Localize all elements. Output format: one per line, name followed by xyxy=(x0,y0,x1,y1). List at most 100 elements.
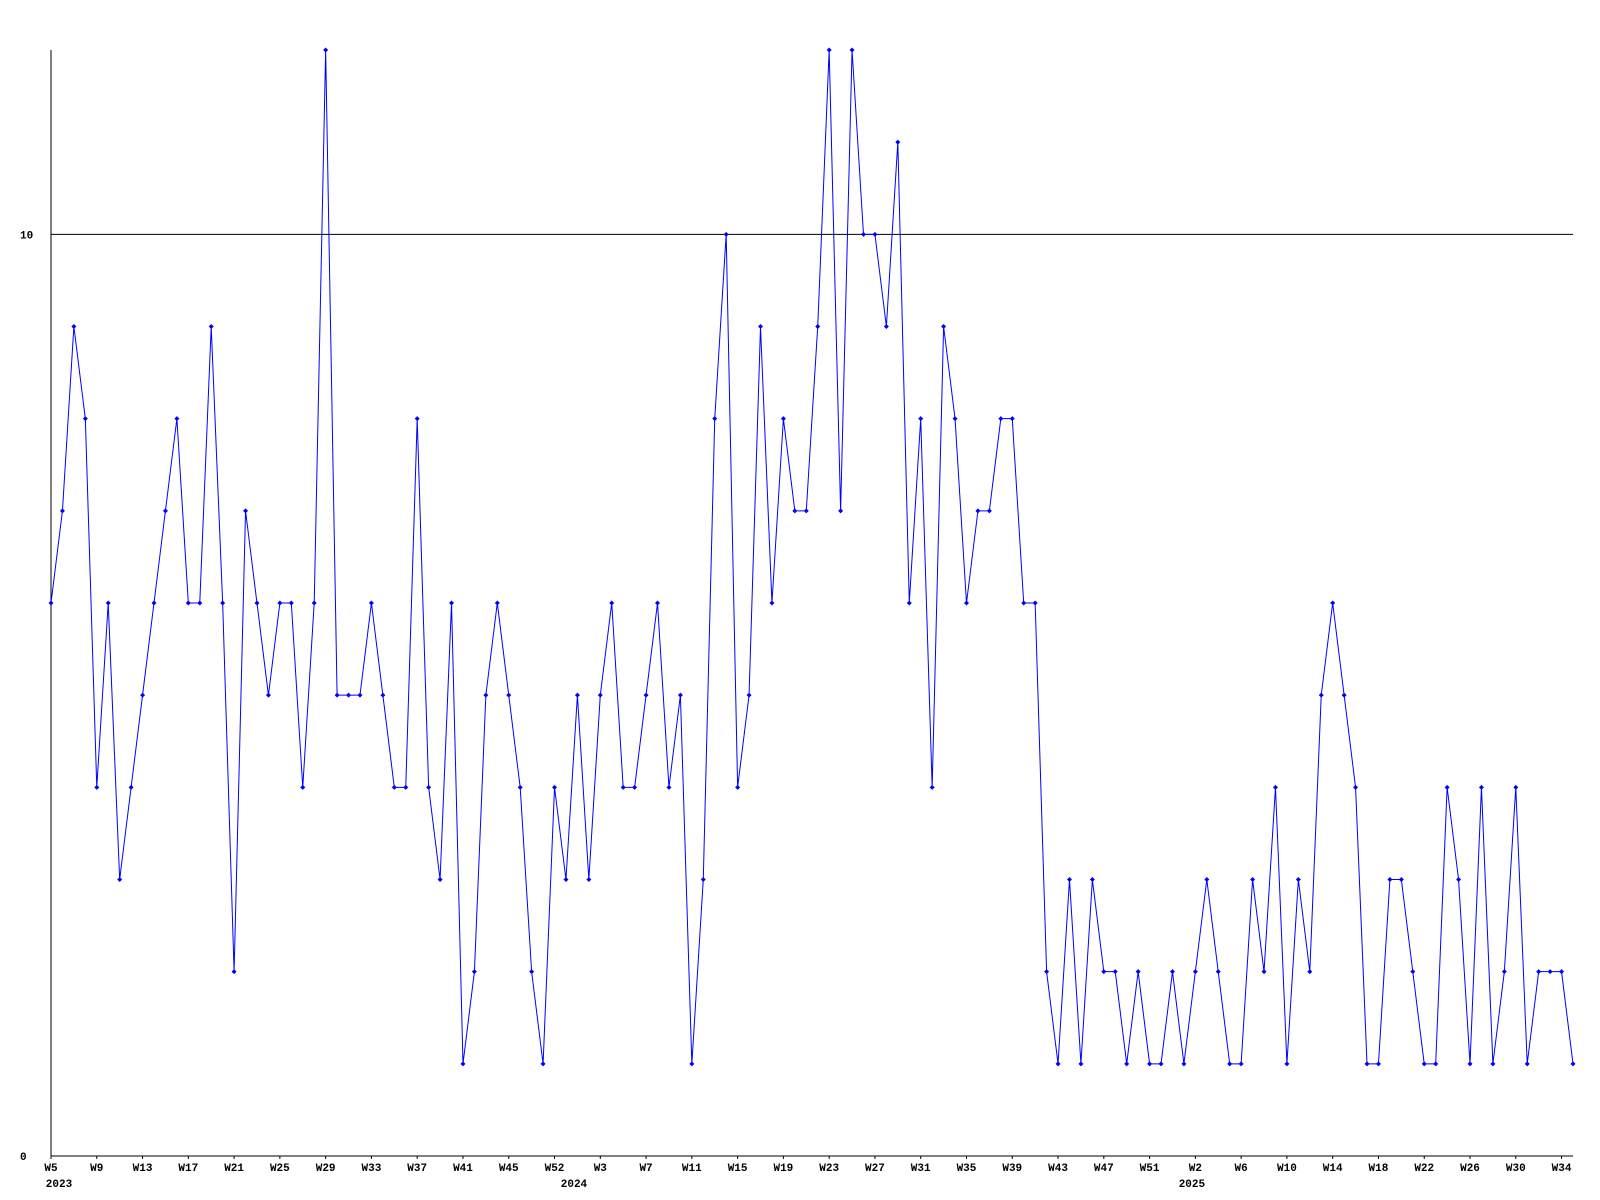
point xyxy=(59,508,65,514)
point xyxy=(517,784,523,790)
x-tick-label: W37 xyxy=(407,1163,427,1175)
point xyxy=(1204,877,1210,882)
point xyxy=(1387,877,1393,882)
point xyxy=(220,600,226,606)
point xyxy=(414,416,420,422)
point xyxy=(380,692,386,698)
point xyxy=(758,324,764,329)
x-tick-label: W6 xyxy=(1235,1163,1248,1175)
point xyxy=(437,877,443,882)
point xyxy=(1570,1061,1576,1067)
point xyxy=(334,692,340,698)
x-tick-label: W47 xyxy=(1094,1163,1114,1175)
x-tick-label: W11 xyxy=(682,1163,702,1175)
year-label: 2023 xyxy=(46,1179,73,1191)
x-tick-label: W13 xyxy=(133,1163,153,1175)
point xyxy=(277,600,283,606)
x-tick-label: W25 xyxy=(270,1163,290,1175)
point xyxy=(162,508,168,514)
point xyxy=(1421,1061,1427,1067)
point xyxy=(1307,969,1313,975)
x-tick-label: W41 xyxy=(453,1163,473,1175)
point xyxy=(346,692,352,698)
point xyxy=(780,416,786,422)
point xyxy=(586,877,592,882)
point xyxy=(941,324,947,329)
point xyxy=(826,47,832,53)
point xyxy=(815,324,821,329)
point xyxy=(311,600,317,606)
point xyxy=(849,47,855,53)
point xyxy=(1215,969,1221,975)
x-tick-label: W34 xyxy=(1552,1163,1572,1175)
point xyxy=(574,692,580,698)
point xyxy=(323,47,329,53)
x-tick-label: W39 xyxy=(1002,1163,1022,1175)
x-tick-label: W52 xyxy=(545,1163,565,1175)
point xyxy=(1478,784,1484,790)
point xyxy=(1272,784,1278,790)
point xyxy=(471,969,477,975)
point xyxy=(1353,784,1359,790)
point xyxy=(1181,1061,1187,1067)
point xyxy=(666,784,672,790)
point xyxy=(1032,600,1038,606)
x-tick-label: W18 xyxy=(1369,1163,1389,1175)
point xyxy=(1169,969,1175,975)
point xyxy=(860,231,866,237)
point xyxy=(1398,877,1404,882)
point xyxy=(883,324,889,329)
point xyxy=(735,784,741,790)
point xyxy=(998,416,1004,422)
point xyxy=(105,600,111,606)
x-tick-label: W21 xyxy=(224,1163,244,1175)
point xyxy=(563,877,569,882)
point xyxy=(689,1061,695,1067)
point xyxy=(1456,877,1462,882)
point xyxy=(48,600,54,606)
point xyxy=(1055,1061,1061,1067)
point xyxy=(254,600,260,606)
point xyxy=(975,508,981,514)
point xyxy=(1135,969,1141,975)
point xyxy=(1513,784,1519,790)
point xyxy=(746,692,752,698)
point xyxy=(1536,969,1542,975)
point xyxy=(700,877,706,882)
x-tick-label: W43 xyxy=(1048,1163,1068,1175)
series-line xyxy=(50,49,1574,1065)
x-tick-label: W45 xyxy=(499,1163,519,1175)
point xyxy=(1295,877,1301,882)
point xyxy=(208,324,214,329)
point xyxy=(1250,877,1256,882)
point xyxy=(1364,1061,1370,1067)
point xyxy=(632,784,638,790)
point xyxy=(1341,692,1347,698)
x-tick-label: W31 xyxy=(911,1163,931,1175)
point xyxy=(1101,969,1107,975)
x-tick-label: W22 xyxy=(1414,1163,1434,1175)
point xyxy=(1330,600,1336,606)
point xyxy=(540,1061,546,1067)
year-label: 2025 xyxy=(1179,1179,1206,1191)
x-tick-label: W51 xyxy=(1140,1163,1160,1175)
point xyxy=(71,324,77,329)
x-tick-label: W23 xyxy=(819,1163,839,1175)
point xyxy=(986,508,992,514)
point xyxy=(197,600,203,606)
point xyxy=(1078,1061,1084,1067)
point xyxy=(643,692,649,698)
point xyxy=(1147,1061,1153,1067)
point xyxy=(1524,1061,1530,1067)
point xyxy=(231,969,237,975)
point xyxy=(655,600,661,606)
x-tick-label: W33 xyxy=(362,1163,382,1175)
point xyxy=(449,600,455,606)
point xyxy=(1318,692,1324,698)
y-tick-label: 0 xyxy=(20,1152,27,1164)
x-tick-label: W14 xyxy=(1323,1163,1343,1175)
x-tick-label: W30 xyxy=(1506,1163,1526,1175)
point xyxy=(265,692,271,698)
point xyxy=(368,600,374,606)
